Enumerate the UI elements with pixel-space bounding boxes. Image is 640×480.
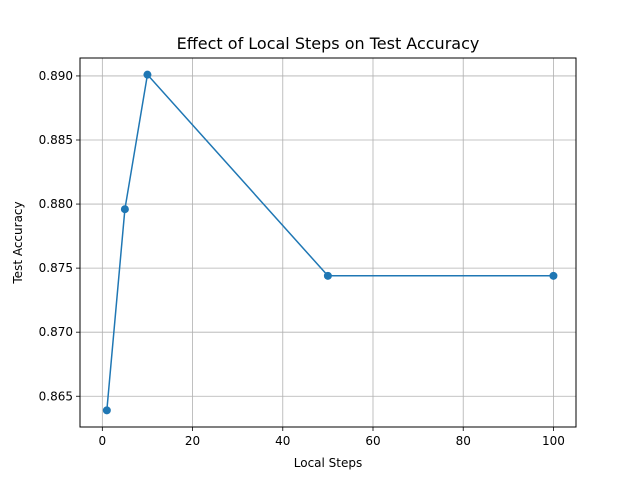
data-point: [102, 406, 111, 415]
data-point: [120, 205, 129, 214]
x-axis-label: Local Steps: [294, 456, 363, 470]
x-tick-label: 0: [99, 434, 107, 448]
x-axis: 0 20 40 60 80 100: [99, 427, 565, 448]
y-tick-label: 0.880: [39, 197, 73, 211]
grid: [80, 58, 576, 427]
data-point: [549, 271, 558, 280]
y-tick-label: 0.875: [39, 261, 73, 275]
data-point: [323, 271, 332, 280]
x-tick-label: 80: [456, 434, 471, 448]
y-axis: 0.865 0.870 0.875 0.880 0.885 0.890: [39, 69, 80, 403]
y-tick-label: 0.870: [39, 325, 73, 339]
x-tick-label: 60: [365, 434, 380, 448]
chart-title: Effect of Local Steps on Test Accuracy: [177, 34, 480, 53]
y-tick-label: 0.885: [39, 133, 73, 147]
data-point: [143, 70, 152, 79]
y-axis-label: Test Accuracy: [11, 201, 25, 284]
x-tick-label: 100: [542, 434, 565, 448]
y-tick-label: 0.890: [39, 69, 73, 83]
y-tick-label: 0.865: [39, 389, 73, 403]
x-tick-label: 20: [185, 434, 200, 448]
plot-series: [102, 70, 558, 415]
x-tick-label: 40: [275, 434, 290, 448]
plot-frame: [79, 57, 577, 428]
